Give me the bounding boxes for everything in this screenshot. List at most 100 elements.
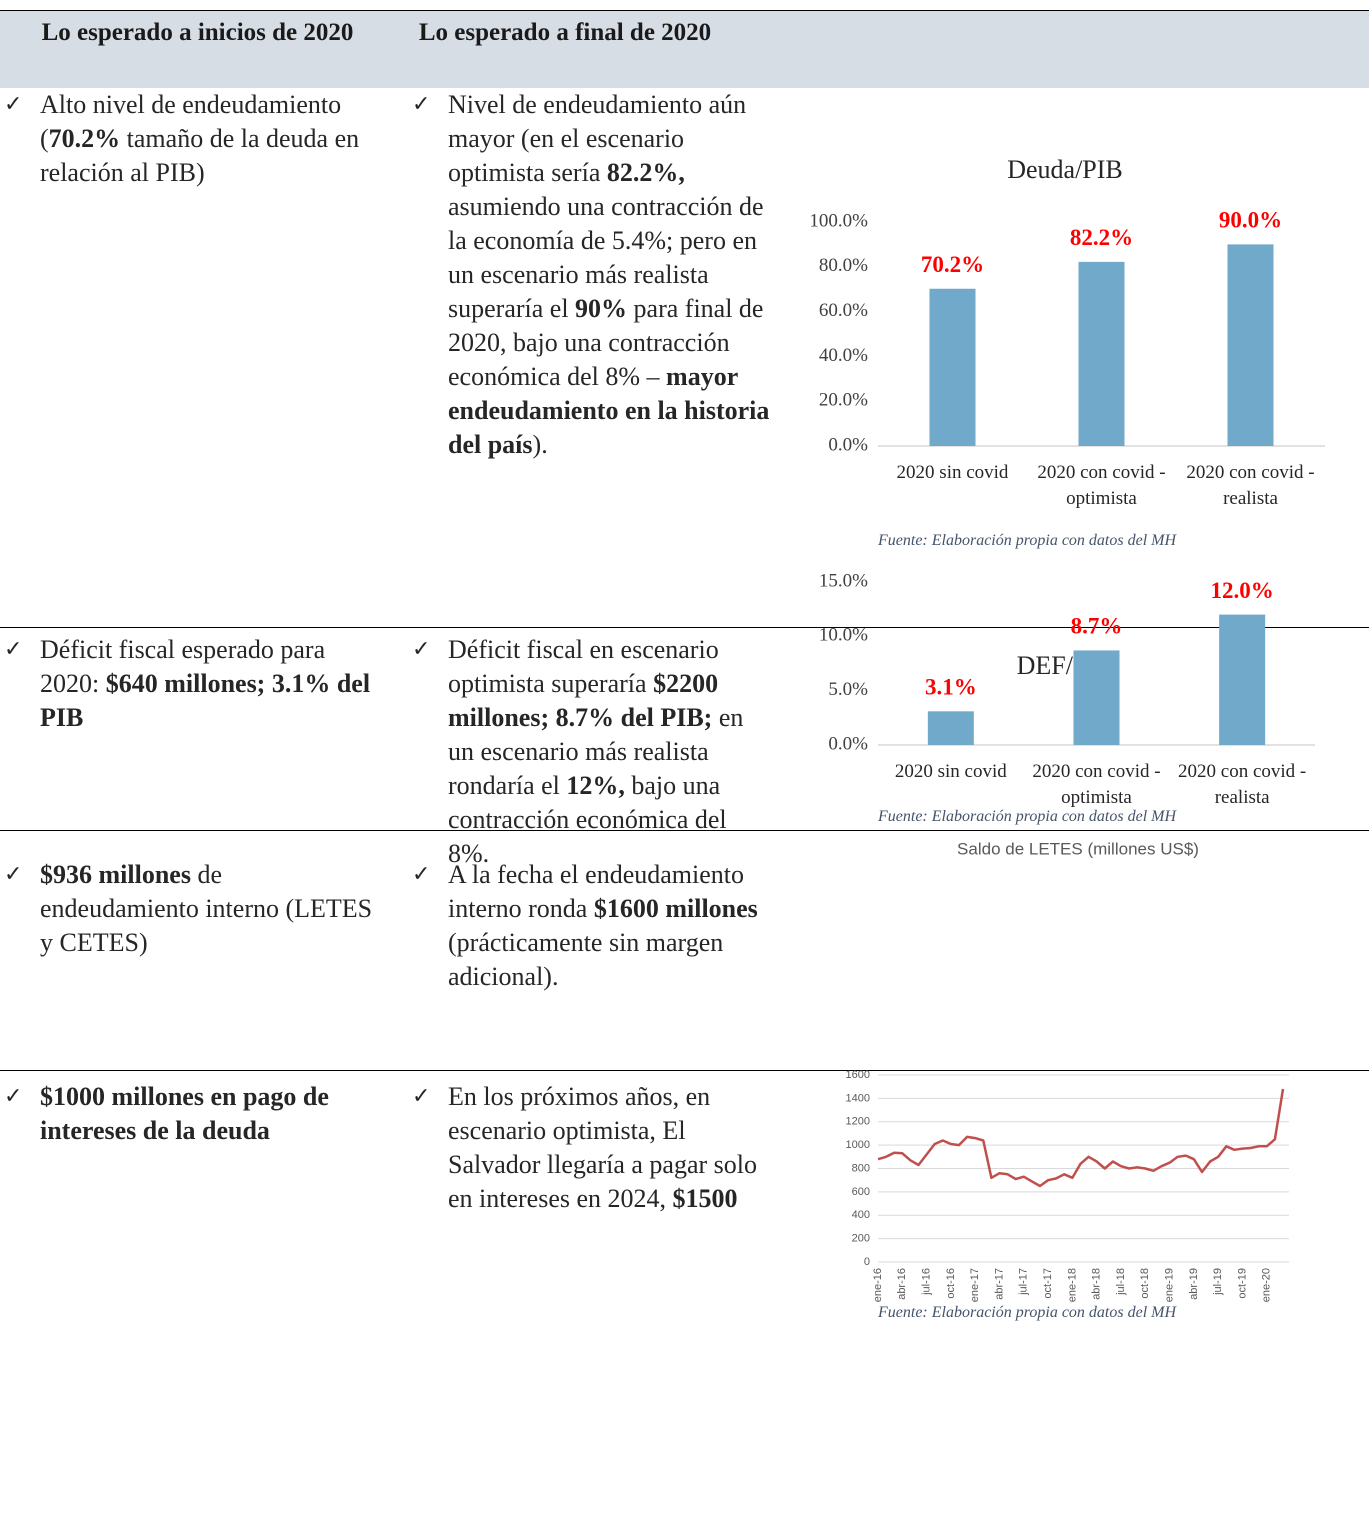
text-run: $936 millones [40, 860, 191, 889]
y-tick-label: 1000 [846, 1139, 870, 1151]
y-tick-label: 600 [852, 1186, 870, 1198]
bar [927, 711, 974, 745]
header-cell: Lo esperado a inicios de 2020 [41, 19, 354, 46]
source-note: Fuente: Elaboración propia con datos del… [878, 1304, 1177, 1321]
x-tick-label: 2020 con covid - optimista [1032, 761, 1161, 808]
y-tick-label: 0.0% [828, 733, 868, 754]
x-tick-label: oct-19 [1236, 1268, 1248, 1299]
x-tick-label: ene-20 [1261, 1268, 1273, 1302]
y-tick-label: 1200 [846, 1116, 870, 1128]
y-tick-label: 20.0% [819, 390, 868, 411]
bar [1227, 244, 1274, 446]
rule [0, 10, 1369, 11]
x-tick-label: 2020 sin covid [896, 462, 1009, 483]
y-tick-label: 10.0% [819, 625, 868, 646]
cell-text: Nivel de endeudamiento aún mayor (en el … [408, 88, 770, 462]
text-run: ). [532, 430, 548, 459]
chart-title: Saldo de LETES (millones US$) [957, 839, 1199, 858]
cell-text: A la fecha el endeudamiento interno rond… [408, 858, 770, 994]
text-run: $640 millones; 3.1% del PIB [40, 669, 371, 732]
text-run: 70.2% [48, 124, 121, 153]
data-label: 90.0% [1219, 208, 1282, 233]
text-run: Déficit fiscal esperado para 2020: [40, 635, 326, 698]
text-run: tamaño de la deuda en relación al PIB) [40, 124, 360, 187]
y-tick-label: 5.0% [828, 679, 868, 700]
y-tick-label: 800 [852, 1162, 870, 1174]
y-tick-label: 400 [852, 1209, 870, 1221]
source-note: Fuente: Elaboración propia con datos del… [878, 808, 1177, 825]
y-tick-label: 0 [864, 1256, 870, 1268]
x-tick-label: jul-19 [1212, 1268, 1224, 1296]
bar [1219, 614, 1266, 745]
data-label: 12.0% [1211, 578, 1274, 603]
bar [1078, 261, 1125, 446]
x-tick-label: ene-17 [969, 1268, 981, 1302]
cell-text: Déficit fiscal esperado para 2020: $640 … [0, 633, 380, 735]
text-run: $1600 millones [593, 894, 758, 923]
text-run: Alto nivel de endeudamiento ( [40, 90, 342, 153]
cell-text: $936 millones de endeudamiento interno (… [0, 858, 380, 960]
x-tick-label: 2020 con covid - optimista [1037, 462, 1166, 509]
y-tick-label: 60.0% [819, 300, 868, 321]
data-line [877, 1088, 1285, 1188]
cell-text: $1000 millones en pago de intereses de l… [0, 1080, 380, 1148]
text-run: A la fecha el endeudamiento interno rond… [448, 860, 744, 923]
text-run: para final de 2020, bajo una contracción… [448, 294, 764, 391]
y-tick-label: 40.0% [819, 345, 868, 366]
y-tick-label: 1400 [846, 1092, 870, 1104]
rule [0, 1070, 1369, 1071]
x-tick-label: 2020 con covid - realista [1186, 462, 1315, 509]
chart-title: Deuda/PIB [1007, 155, 1123, 184]
text-run: 82.2%, [606, 158, 685, 187]
y-tick-label: 200 [852, 1233, 870, 1245]
x-tick-label: jul-17 [1018, 1268, 1030, 1296]
data-label: 82.2% [1070, 225, 1133, 250]
text-run: mayor endeudamiento en la historia del p… [448, 362, 770, 459]
header-band [0, 10, 1369, 88]
x-tick-label: 2020 con covid - realista [1178, 761, 1307, 808]
bar [1073, 650, 1120, 745]
text-run: Déficit fiscal en escenario optimista su… [448, 635, 719, 698]
bar [929, 288, 976, 446]
x-tick-label: ene-18 [1066, 1268, 1078, 1302]
x-tick-label: jul-18 [1115, 1268, 1127, 1296]
x-tick-label: abr-16 [896, 1268, 908, 1300]
text-run: $1000 millones en pago de intereses de l… [40, 1082, 329, 1145]
data-label: 8.7% [1071, 614, 1123, 639]
x-tick-label: ene-19 [1164, 1268, 1176, 1302]
y-tick-label: 15.0% [819, 570, 868, 591]
text-run: 12%, [566, 771, 625, 800]
text-run: En los próximos años, en escenario optim… [448, 1082, 757, 1213]
y-tick-label: 100.0% [809, 210, 868, 231]
x-tick-label: oct-17 [1042, 1268, 1054, 1299]
x-tick-label: abr-17 [993, 1268, 1005, 1300]
source-note: Fuente: Elaboración propia con datos del… [878, 532, 1177, 549]
text-run: Nivel de endeudamiento aún mayor (en el … [448, 90, 747, 187]
data-label: 3.1% [925, 675, 977, 700]
y-tick-label: 80.0% [819, 255, 868, 276]
x-tick-label: abr-18 [1091, 1268, 1103, 1300]
cell-text: Alto nivel de endeudamiento (70.2% tamañ… [0, 88, 380, 190]
x-tick-label: ene-16 [872, 1268, 884, 1302]
data-label: 70.2% [921, 252, 984, 277]
text-run: en un escenario más realista rondaría el [448, 703, 744, 800]
x-tick-label: oct-16 [945, 1268, 957, 1299]
text-run: 90% [575, 294, 628, 323]
x-tick-label: jul-16 [921, 1268, 933, 1296]
x-tick-label: 2020 sin covid [894, 761, 1007, 782]
cell-text: En los próximos años, en escenario optim… [408, 1080, 770, 1216]
y-tick-label: 0.0% [828, 434, 868, 455]
x-tick-label: oct-18 [1139, 1268, 1151, 1299]
y-tick-label: 1600 [846, 1069, 870, 1081]
text-run: asumiendo una contracción de la economía… [448, 192, 764, 323]
text-run: de endeudamiento interno (LETES y CETES) [40, 860, 373, 957]
text-run: $2200 millones; 8.7% del PIB; [448, 669, 719, 732]
x-tick-label: abr-19 [1188, 1268, 1200, 1300]
text-run: $1500 [672, 1184, 738, 1213]
rule [0, 627, 1369, 628]
text-run: (prácticamente sin margen adicional). [448, 928, 724, 991]
cell-text: Déficit fiscal en escenario optimista su… [408, 633, 770, 871]
header-cell: Lo esperado a final de 2020 [418, 19, 712, 46]
